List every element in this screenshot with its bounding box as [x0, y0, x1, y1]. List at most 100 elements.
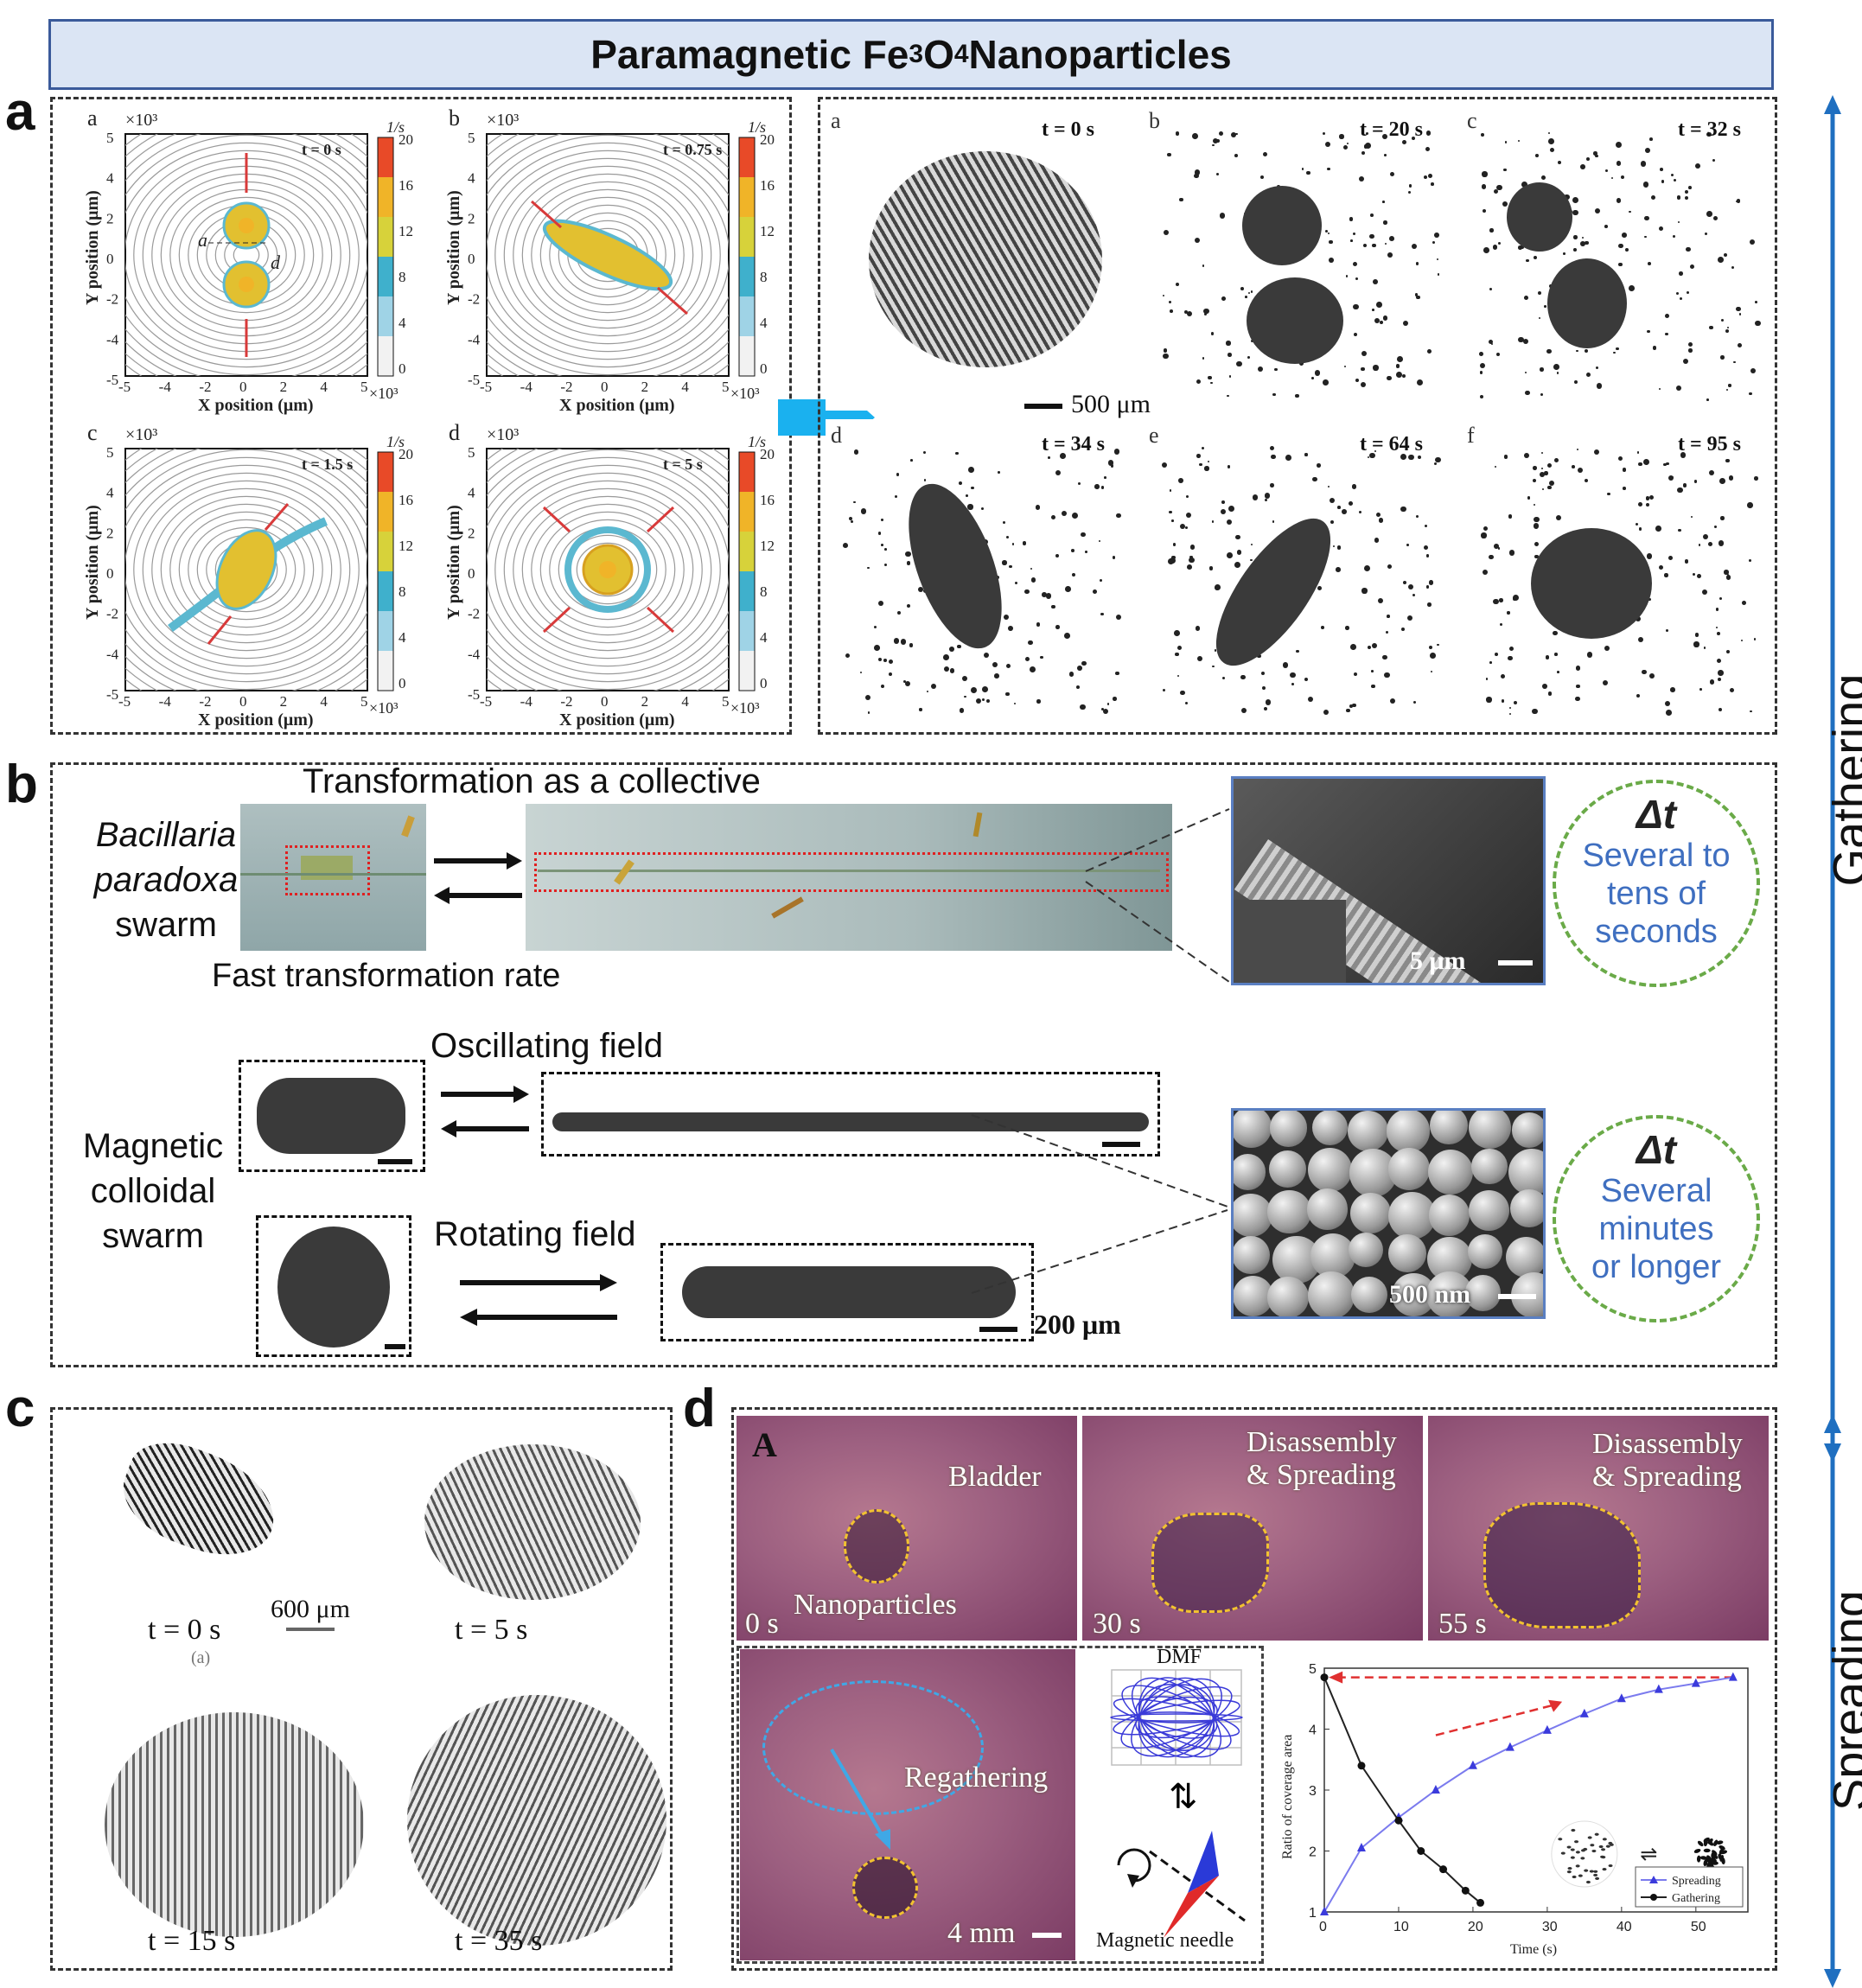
- particle-speck: [1352, 261, 1357, 267]
- particle-speck: [1099, 579, 1102, 583]
- particle-speck: [1171, 555, 1176, 559]
- particle-speck: [1211, 520, 1215, 523]
- particle-speck: [1554, 653, 1558, 656]
- particle-speck: [927, 691, 929, 693]
- particle-speck: [1517, 139, 1520, 142]
- sim-exp-y: ×10³: [125, 425, 157, 444]
- needle-label: Magnetic needle: [1096, 1929, 1234, 1952]
- particle-speck: [1719, 597, 1723, 601]
- particle-speck: [975, 698, 982, 704]
- particle-speck: [1616, 142, 1623, 148]
- particle-speck: [1545, 655, 1550, 659]
- sim-exp-x: ×10³: [369, 385, 399, 402]
- particle-speck: [1644, 147, 1650, 153]
- dmf-field-line: [1131, 1677, 1222, 1758]
- dot: [1578, 1874, 1583, 1877]
- particle-speck: [1720, 516, 1725, 520]
- contour-line: [125, 456, 367, 683]
- spreading-point: [1320, 1907, 1329, 1915]
- microsphere: [1269, 1111, 1308, 1147]
- particle-speck: [1236, 550, 1242, 555]
- particle-speck: [881, 684, 884, 688]
- contour-line: [531, 188, 685, 322]
- particle-speck: [1324, 229, 1329, 233]
- dot: [1587, 1836, 1592, 1839]
- particle-speck: [1709, 679, 1714, 685]
- colorbar-tick: 4: [760, 315, 768, 331]
- microsphere: [1269, 1150, 1307, 1188]
- x-tick: 2: [280, 693, 288, 710]
- particle-speck: [1382, 654, 1388, 660]
- selection-box: [285, 845, 370, 895]
- exp-letter: b: [1149, 108, 1160, 133]
- contour-line: [178, 196, 315, 314]
- colorbar-segment: [378, 257, 393, 296]
- y-tick: -5: [106, 372, 118, 388]
- contour-line: [521, 181, 694, 329]
- gathering-point: [1476, 1898, 1485, 1907]
- particle-aggregate: [1507, 182, 1572, 252]
- particle-speck: [1593, 449, 1600, 456]
- particle-speck: [1008, 625, 1014, 631]
- particle-speck: [1262, 152, 1268, 157]
- osc-chain-blob: [552, 1112, 1149, 1131]
- particle-speck: [1660, 168, 1664, 172]
- x-tick: 5: [360, 693, 368, 710]
- particle-speck: [1194, 169, 1201, 175]
- dot: [1712, 1850, 1718, 1856]
- particle-speck: [1647, 261, 1651, 265]
- particle-speck: [877, 657, 883, 661]
- particle-speck: [1572, 209, 1578, 216]
- particle-speck: [1204, 466, 1209, 471]
- particle-speck: [1178, 478, 1184, 483]
- y-tick: -4: [468, 646, 481, 662]
- particle-speck: [1343, 145, 1349, 150]
- particle-speck: [1350, 239, 1353, 242]
- debris: [1234, 900, 1346, 983]
- particle-speck: [1577, 467, 1583, 474]
- particle-speck: [1195, 237, 1201, 243]
- microsphere: [1388, 1234, 1426, 1272]
- particle-speck: [1479, 352, 1483, 356]
- colorbar-tick: 12: [399, 223, 413, 239]
- particle-speck: [1717, 631, 1720, 635]
- particle-speck: [1605, 169, 1609, 173]
- particle-speck: [959, 707, 965, 713]
- particle-speck: [1616, 198, 1621, 203]
- dot: [1605, 1845, 1610, 1848]
- particle-speck: [1389, 698, 1396, 704]
- y-tick: 4: [468, 485, 475, 501]
- particle-speck: [1716, 627, 1719, 629]
- dt2-line1: Several: [1600, 1173, 1712, 1209]
- particle-speck: [1702, 533, 1708, 539]
- particle-speck: [1534, 542, 1540, 547]
- central-blob: [215, 529, 277, 610]
- particle-speck: [1250, 559, 1253, 562]
- dot: [1716, 1840, 1724, 1845]
- particle-speck: [1687, 348, 1693, 353]
- x-tick: 4: [681, 379, 689, 395]
- particle-speck: [1360, 381, 1366, 387]
- contour-line: [503, 165, 712, 345]
- particle-speck: [1677, 220, 1680, 224]
- particle-speck: [1226, 341, 1231, 346]
- particle-speck: [905, 551, 911, 557]
- particle-speck: [1718, 540, 1725, 546]
- particle-speck: [1196, 379, 1202, 385]
- particle-speck: [1323, 379, 1329, 385]
- sim-exp-y: ×10³: [487, 111, 519, 130]
- dot: [1601, 1848, 1606, 1851]
- particle-speck: [1068, 672, 1074, 677]
- particle-speck: [1618, 262, 1623, 267]
- particle-speck: [1167, 152, 1171, 157]
- particle-speck: [1349, 704, 1353, 709]
- particle-speck: [1390, 171, 1395, 176]
- particle-speck: [1353, 672, 1357, 677]
- sim-ylabel: Y position (μm): [444, 505, 463, 620]
- colorbar-segment: [378, 611, 393, 651]
- particle-core: [239, 218, 254, 233]
- colorbar-segment: [739, 217, 755, 257]
- x-tick: 5: [360, 379, 368, 395]
- particle-speck: [1387, 375, 1393, 381]
- particle-speck: [1742, 600, 1746, 605]
